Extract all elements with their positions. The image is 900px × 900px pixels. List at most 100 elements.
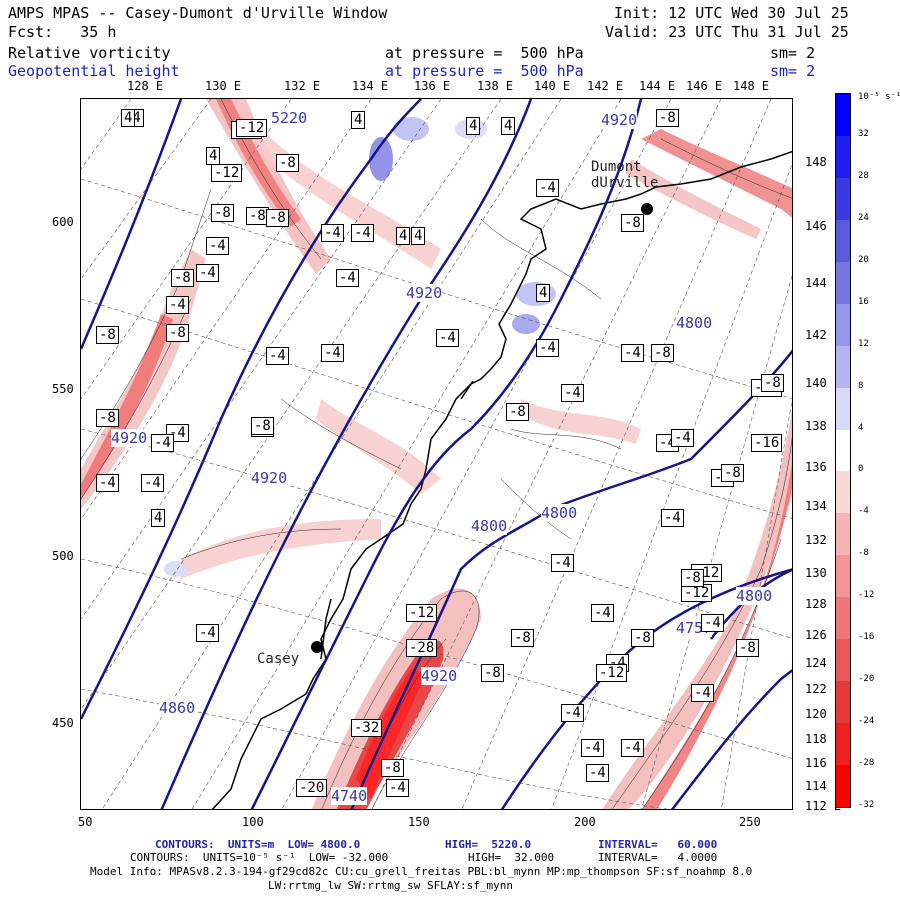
vorticity-contour-label: -4 [551, 554, 574, 572]
colorbar [835, 93, 851, 808]
vorticity-contour-label: -28 [406, 639, 438, 657]
vorticity-contour-label: 4 [351, 111, 366, 129]
top-lon-label: 134 E [352, 79, 389, 93]
left-y-label: 600 [52, 215, 74, 229]
vorticity-contour-label: -8 [621, 214, 644, 232]
vorticity-contour-label: -16 [751, 434, 783, 452]
height-contour-info: CONTOURS: UNITS=m LOW= 4800.0 [155, 838, 361, 851]
model-info-radiation: LW:rrtmg_lw SW:rrtmg_sw SFLAY:sf_mynn [268, 879, 514, 892]
vorticity-contour-label: -4 [336, 269, 359, 287]
bottom-x-label: 200 [574, 815, 596, 829]
field2-name: Geopotential height [8, 62, 180, 80]
colorbar-swatch [836, 177, 850, 221]
vorticity-contour-label: -12 [236, 119, 268, 137]
vorticity-contour-label: -4 [691, 684, 714, 702]
colorbar-tick-label: 20 [858, 254, 869, 265]
casey-station-label: Casey [257, 651, 300, 667]
colorbar-swatch [836, 471, 850, 514]
colorbar-swatch [836, 555, 850, 598]
top-lon-label: 138 E [477, 79, 514, 93]
vorticity-contour-label: -4 [196, 264, 219, 282]
height-contour-label: 4800 [471, 517, 508, 535]
init-time: Init: 12 UTC Wed 30 Jul 25 [614, 4, 849, 22]
valid-time: Valid: 23 UTC Thu 31 Jul 25 [605, 23, 849, 41]
vorticity-contour-label: -12 [681, 584, 713, 602]
vorticity-contour-label: -4 [536, 179, 559, 197]
vorticity-contour-label: -8 [761, 374, 784, 392]
height-contour-label: 4800 [541, 504, 578, 522]
vorticity-contour-high: HIGH= 32.000 [468, 851, 555, 864]
vorticity-contour-label: -8 [246, 207, 269, 225]
left-y-label: 500 [52, 549, 74, 563]
top-lon-label: 128 E [127, 79, 164, 93]
vorticity-contour-label: -4 [321, 224, 344, 242]
field1-pressure: at pressure = 500 hPa [385, 44, 584, 62]
vorticity-contour-label: 4 [151, 509, 166, 527]
bottom-x-label: 100 [242, 815, 264, 829]
vorticity-contour-label: -4 [661, 509, 684, 527]
top-lon-label: 148 E [733, 79, 770, 93]
vorticity-contour-label: -8 [171, 269, 194, 287]
colorbar-swatch [836, 261, 850, 305]
colorbar-swatch [836, 345, 850, 389]
colorbar-tick-label: 8 [858, 380, 864, 391]
field1-smoothing: sm= 2 [770, 44, 816, 62]
colorbar-tick-label: 32 [858, 128, 869, 139]
colorbar-swatch [836, 429, 850, 472]
vorticity-contour-label: 4 [501, 117, 516, 135]
vorticity-contour-label: -4 [351, 224, 374, 242]
colorbar-swatch [836, 765, 850, 808]
height-contour-high: HIGH= 5220.0 [445, 838, 532, 851]
vorticity-contour-label: -4 [591, 604, 614, 622]
colorbar-tick-label: -24 [858, 716, 875, 727]
vorticity-contour-label: -8 [651, 344, 674, 362]
vorticity-contour-label: 4 [536, 284, 551, 302]
colorbar-tick-label: -20 [858, 674, 875, 685]
vorticity-contour-label: -8 [266, 209, 289, 227]
colorbar-tick-label: 28 [858, 170, 869, 181]
vorticity-contour-label: -4 [621, 344, 644, 362]
colorbar-tick-label: -16 [858, 632, 875, 643]
vorticity-contour-label: -4 [561, 384, 584, 402]
vorticity-contour-label: -4 [266, 347, 289, 365]
vorticity-contour-label: -12 [406, 604, 438, 622]
colorbar-swatch [836, 681, 850, 724]
vorticity-contour-label: -8 [736, 639, 759, 657]
vorticity-contour-label: -4 [96, 474, 119, 492]
colorbar-swatch [836, 303, 850, 347]
bottom-x-label: 250 [739, 815, 761, 829]
vorticity-contour-label: -8 [96, 326, 119, 344]
top-lon-label: 130 E [205, 79, 242, 93]
vorticity-contour-label: -8 [631, 629, 654, 647]
casey-station-marker [311, 641, 323, 653]
colorbar-tick-label: 4 [858, 422, 864, 433]
vorticity-contour-label: -12 [596, 664, 628, 682]
height-contour-label: 5220 [271, 109, 308, 127]
positive-vorticity-shading [164, 117, 556, 577]
colorbar-unit: 10⁻⁵ s⁻¹ [858, 92, 900, 102]
vorticity-contour-label: -4 [621, 739, 644, 757]
map-title: AMPS MPAS -- Casey-Dumont d'Urville Wind… [8, 4, 388, 22]
height-contour-label: 4920 [601, 111, 638, 129]
left-y-label: 450 [52, 716, 74, 730]
left-y-label: 550 [52, 382, 74, 396]
vorticity-contour-label: -4 [321, 344, 344, 362]
vorticity-contour-label: -8 [681, 569, 704, 587]
vorticity-contour-label: -8 [721, 464, 744, 482]
map-panel: Casey Dumont dUrville 5220 4920 4920 4920 48… [80, 98, 793, 810]
colorbar-tick-label: -32 [858, 800, 875, 810]
vorticity-contour-label: -4 [386, 779, 409, 797]
colorbar-tick-label: -4 [858, 506, 869, 517]
vorticity-contour-label: -20 [296, 779, 328, 797]
vorticity-contour-label: -8 [481, 664, 504, 682]
colorbar-tick-label: -8 [858, 548, 869, 559]
height-contour-label: 4920 [111, 429, 148, 447]
vorticity-contour-label: -8 [211, 204, 234, 222]
height-contour-label: 4920 [406, 284, 443, 302]
top-lon-label: 132 E [284, 79, 321, 93]
height-contour-label: 4920 [421, 667, 458, 685]
dumont-durville-station-marker [641, 203, 653, 215]
colorbar-swatch [836, 135, 850, 179]
model-info: Model Info: MPASv8.2.3-194-gf29cd82c CU:… [90, 865, 753, 878]
top-lon-label: 146 E [686, 79, 723, 93]
